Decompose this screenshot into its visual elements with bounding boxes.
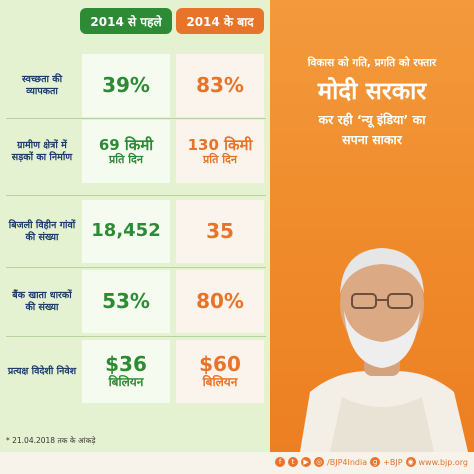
portrait-image xyxy=(300,248,468,452)
before-value: 18,452 xyxy=(82,200,170,263)
before-value-sub: प्रति दिन xyxy=(108,152,143,166)
row-divider xyxy=(6,267,266,268)
footnote: * 21.04.2018 तक के आंकड़े xyxy=(6,436,96,445)
row-label: ग्रामीण क्षेत्रों में सड़कों का निर्माण xyxy=(11,139,73,163)
slogan: विकास को गति, प्रगति को रफ्तार मोदी सरका… xyxy=(270,56,474,148)
after-value-sub: बिलियन xyxy=(202,375,238,390)
row-divider xyxy=(6,195,266,196)
youtube-icon[interactable]: ▶ xyxy=(301,457,312,467)
before-value: 39% xyxy=(82,54,170,117)
after-value-sub: प्रति दिन xyxy=(202,152,237,166)
before-value-sub: बिलियन xyxy=(108,375,144,390)
row-label: स्वच्छता की व्यापकता xyxy=(21,73,63,97)
before-value: $36 बिलियन xyxy=(82,340,170,403)
after-value: $60 बिलियन xyxy=(176,340,264,403)
row-label: प्रत्यक्ष विदेशी निवेश xyxy=(7,365,77,377)
after-value-main: $60 xyxy=(199,352,241,377)
row-rural-roads: ग्रामीण क्षेत्रों में सड़कों का निर्माण … xyxy=(0,120,268,183)
slogan-panel: विकास को गति, प्रगति को रफ्तार मोदी सरका… xyxy=(270,0,474,452)
twitter-icon[interactable]: t xyxy=(288,457,299,467)
before-value-main: 69 किमी xyxy=(98,135,154,154)
row-divider xyxy=(6,118,266,119)
facebook-icon[interactable]: f xyxy=(275,457,286,467)
google-plus-handle[interactable]: +BJP xyxy=(383,457,403,467)
social-handle[interactable]: /BJP4India xyxy=(327,457,368,467)
slogan-line-4: सपना साकार xyxy=(342,132,402,147)
row-label: बिजली विहीन गांवों की संख्या xyxy=(8,219,76,243)
row-fdi: प्रत्यक्ष विदेशी निवेश $36 बिलियन $60 बि… xyxy=(0,340,268,403)
before-2014-header: 2014 से पहले xyxy=(80,8,172,34)
row-unelectrified-villages: बिजली विहीन गांवों की संख्या 18,452 35 xyxy=(0,200,268,263)
instagram-icon[interactable]: ◎ xyxy=(314,457,325,467)
after-value-main: 130 किमी xyxy=(187,135,253,154)
row-label: बैंक खाता धारकों की संख्या xyxy=(12,289,72,313)
comparison-panel: 2014 से पहले 2014 के बाद स्वच्छता की व्य… xyxy=(0,8,268,445)
globe-icon[interactable]: ◉ xyxy=(405,457,416,467)
after-value: 80% xyxy=(176,270,264,333)
google-plus-icon[interactable]: g xyxy=(370,457,381,467)
after-value: 35 xyxy=(176,200,264,263)
social-links: f t ▶ ◎ /BJP4India g +BJP ◉ www.bjp.org xyxy=(275,457,468,467)
slogan-line-3: कर रही ‘न्यू इंडिया’ का xyxy=(318,112,426,127)
slogan-headline: मोदी सरकार xyxy=(317,77,427,105)
before-value: 69 किमी प्रति दिन xyxy=(82,120,170,183)
row-divider xyxy=(6,336,266,337)
before-value: 53% xyxy=(82,270,170,333)
row-bank-account-holders: बैंक खाता धारकों की संख्या 53% 80% xyxy=(0,270,268,333)
slogan-line-1: विकास को गति, प्रगति को रफ्तार xyxy=(307,57,437,69)
website-link[interactable]: www.bjp.org xyxy=(418,457,468,467)
row-sanitation: स्वच्छता की व्यापकता 39% 83% xyxy=(0,54,268,117)
after-2014-header: 2014 के बाद xyxy=(176,8,264,34)
after-value: 130 किमी प्रति दिन xyxy=(176,120,264,183)
before-value-main: $36 xyxy=(105,352,147,377)
footer-bar: f t ▶ ◎ /BJP4India g +BJP ◉ www.bjp.org xyxy=(0,452,474,474)
after-value: 83% xyxy=(176,54,264,117)
